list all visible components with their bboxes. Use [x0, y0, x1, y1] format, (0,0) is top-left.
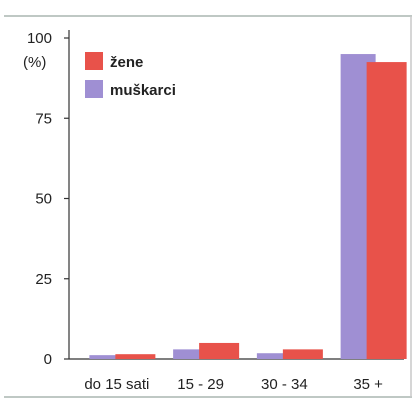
y-axis-unit-label: (%): [23, 54, 46, 71]
y-axis-ticks: 0 25 50 75 100: [27, 30, 69, 368]
bar-zene-2: [282, 349, 323, 359]
y-tick-label: 75: [35, 110, 52, 127]
bar-muskarci-0: [89, 355, 125, 359]
legend-label: muškarci: [110, 82, 176, 99]
bars-group: [89, 54, 407, 360]
x-category-label: 30 - 34: [261, 376, 308, 393]
x-category-label: do 15 sati: [84, 376, 149, 393]
x-category-label: 35 +: [353, 376, 383, 393]
y-tick-label: 50: [35, 191, 52, 208]
legend-swatch: [85, 80, 103, 98]
legend-swatch: [85, 52, 103, 70]
legend-label: žene: [110, 54, 143, 71]
y-tick-label: 0: [44, 351, 52, 368]
bar-zene-0: [115, 354, 156, 359]
x-axis-labels: do 15 sati 15 - 29 30 - 34 35 +: [84, 376, 383, 393]
bar-muskarci-1: [173, 349, 209, 359]
bar-muskarci-2: [256, 353, 292, 359]
bar-zene-3: [366, 62, 407, 359]
legend: žene muškarci: [85, 52, 176, 99]
y-tick-label: 100: [27, 30, 52, 47]
y-tick-label: 25: [35, 271, 52, 288]
x-category-label: 15 - 29: [177, 376, 224, 393]
bar-zene-1: [199, 342, 240, 359]
